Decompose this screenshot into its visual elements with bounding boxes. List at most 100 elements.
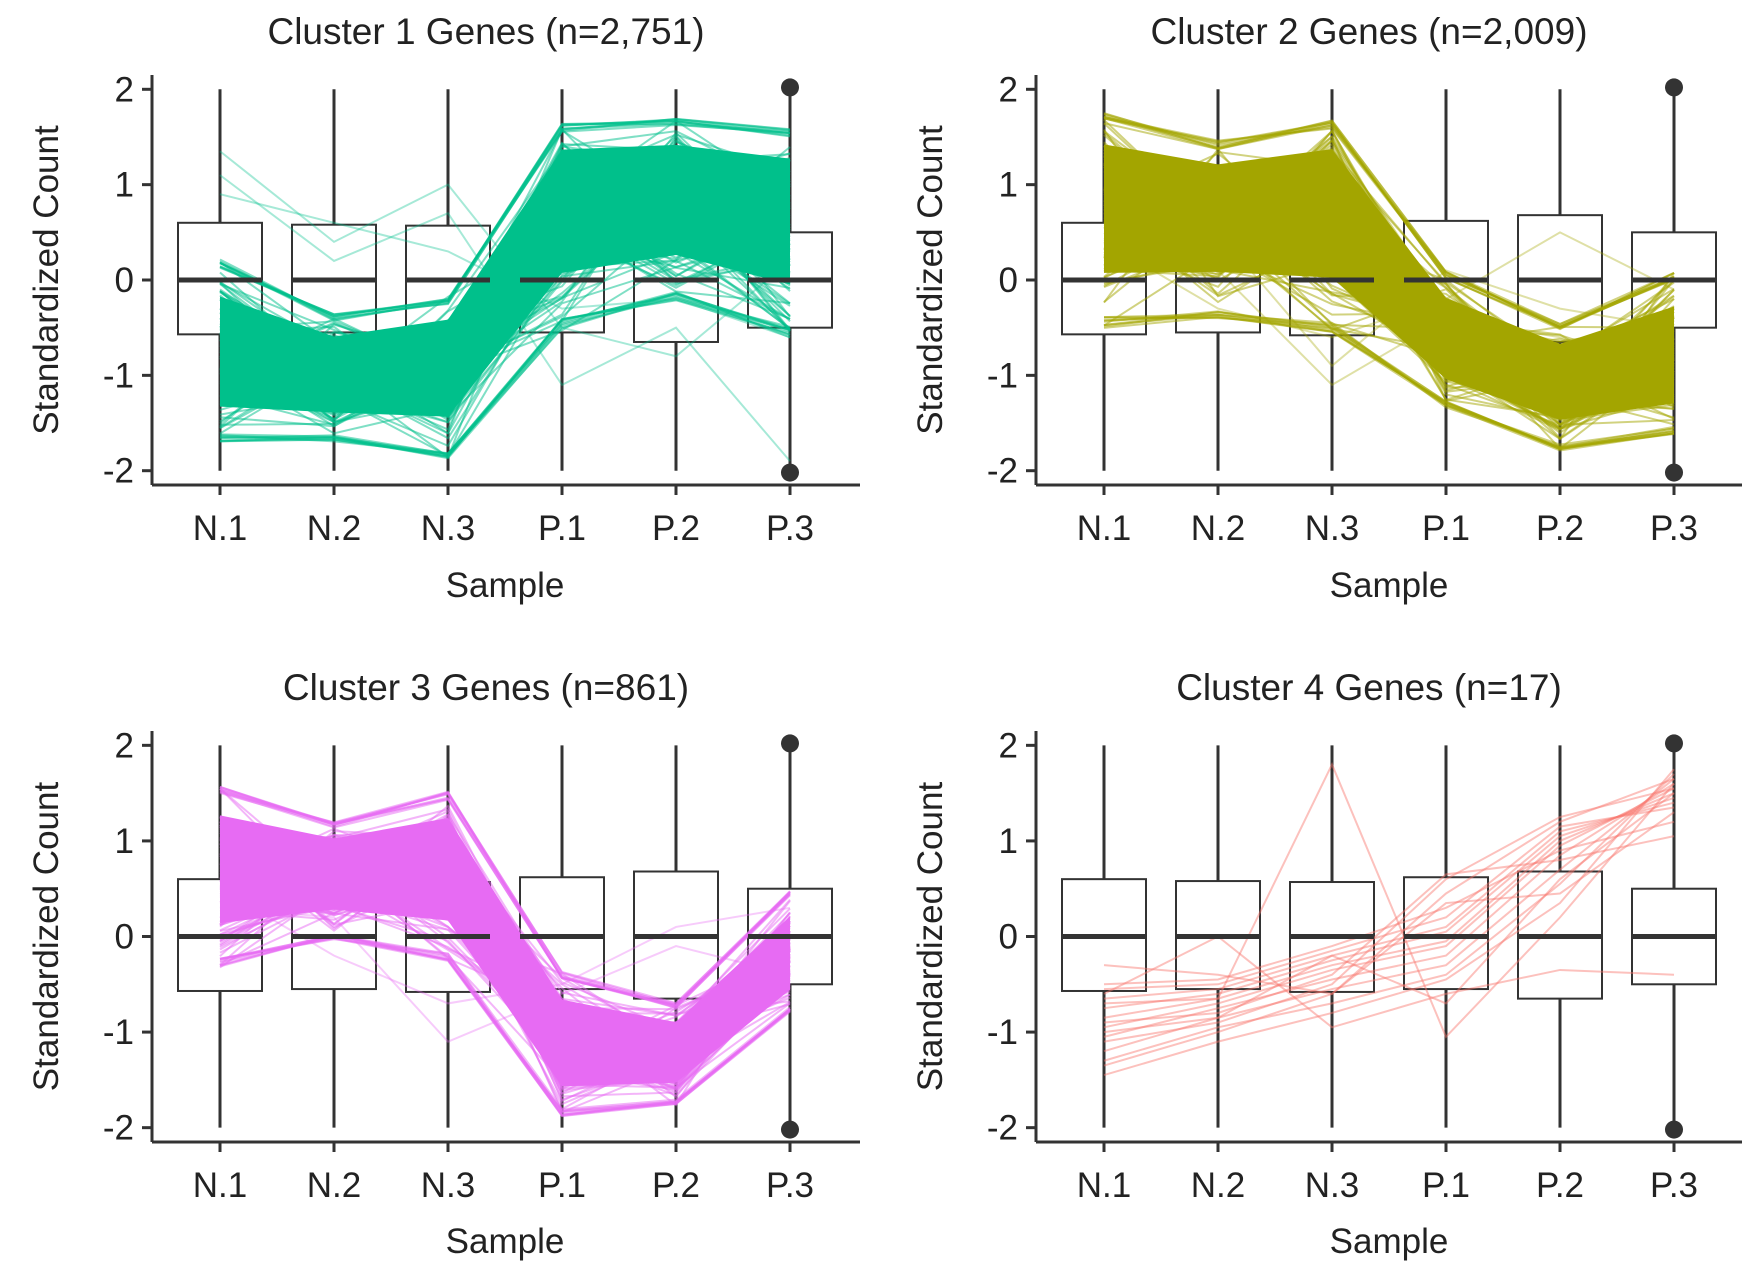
- outlier-point: [1665, 734, 1683, 753]
- y-tick-label: -1: [987, 1013, 1018, 1052]
- x-tick-label: P.3: [766, 509, 814, 548]
- gene-line: [1103, 773, 1675, 1062]
- x-axis-title: Sample: [446, 566, 565, 605]
- gene-line: [1103, 796, 1675, 1010]
- y-tick-label: 1: [115, 822, 134, 861]
- x-tick-label: N.1: [193, 509, 247, 548]
- box-P.1: [1403, 876, 1489, 991]
- gene-line: [1103, 801, 1675, 1000]
- gene-line: [1103, 792, 1675, 1034]
- y-tick-label: 2: [115, 70, 134, 109]
- y-tick-label: 0: [115, 261, 134, 300]
- gene-line: [219, 788, 791, 1009]
- y-tick-label: -1: [987, 356, 1018, 395]
- gene-line: [219, 117, 791, 319]
- y-tick-label: 2: [115, 726, 134, 765]
- outlier-point: [781, 463, 799, 482]
- gene-line: [1103, 315, 1675, 449]
- gene-line: [219, 934, 791, 1116]
- y-tick-label: 1: [115, 166, 134, 205]
- gene-line: [1103, 768, 1675, 1077]
- gene-line: [219, 119, 791, 321]
- dense-line-core: [220, 144, 790, 417]
- x-tick-label: P.1: [1422, 509, 1470, 548]
- outlier-point: [1665, 1120, 1683, 1139]
- x-tick-label: P.1: [538, 1166, 586, 1205]
- x-tick-label: N.1: [1077, 509, 1131, 548]
- gene-line: [1103, 777, 1675, 1067]
- x-tick-label: N.3: [421, 1166, 475, 1205]
- gene-line: [219, 290, 791, 456]
- gene-line: [1103, 782, 1675, 1038]
- y-tick-label: 2: [999, 70, 1018, 109]
- panel-title: Cluster 4 Genes (n=17): [1176, 667, 1562, 708]
- y-tick-label: -2: [103, 452, 134, 491]
- x-tick-label: P.2: [652, 509, 700, 548]
- y-axis-title: Standardized Count: [911, 782, 950, 1092]
- x-tick-label: N.2: [307, 1166, 361, 1205]
- y-tick-label: 1: [999, 822, 1018, 861]
- y-tick-label: -1: [103, 1013, 134, 1052]
- y-tick-label: 2: [999, 726, 1018, 765]
- outlier-point: [1665, 463, 1683, 482]
- profile-lines: [1103, 762, 1675, 1077]
- x-tick-label: N.1: [193, 1166, 247, 1205]
- x-tick-label: N.3: [1305, 1166, 1359, 1205]
- x-axis-title: Sample: [1330, 566, 1449, 605]
- panel-4: Cluster 4 Genes (n=17) -2 -1 0 1 2 N.1 N.2 N.3 P.…: [911, 667, 1742, 1261]
- gene-line: [1103, 811, 1675, 995]
- panel-2: Cluster 2 Genes (n=2,009) -2 -1 0 1 2 N.1 N.2 N.…: [911, 11, 1742, 605]
- panel-1: Cluster 1 Genes (n=2,751) -2 -1 0 1 2 N.1 N.2 N.…: [27, 11, 860, 605]
- x-tick-label: P.2: [1536, 1166, 1584, 1205]
- gene-line: [1103, 315, 1675, 446]
- gene-line: [1103, 313, 1675, 451]
- dense-line-core: [220, 815, 790, 1087]
- gene-line: [1103, 820, 1675, 986]
- x-tick-label: P.1: [538, 509, 586, 548]
- x-tick-label: N.2: [1191, 509, 1245, 548]
- gene-line: [1103, 787, 1675, 1029]
- x-tick-label: P.3: [1650, 509, 1698, 548]
- y-tick-label: -2: [987, 1109, 1018, 1148]
- panel-title: Cluster 3 Genes (n=861): [283, 667, 689, 708]
- profile-lines: [219, 785, 791, 1118]
- dense-line-core: [1104, 144, 1674, 420]
- x-axis-title: Sample: [1330, 1222, 1449, 1261]
- x-tick-label: P.3: [766, 1166, 814, 1205]
- gene-line: [1103, 935, 1675, 1029]
- x-tick-label: N.1: [1077, 1166, 1131, 1205]
- outlier-point: [781, 78, 799, 97]
- x-tick-label: P.3: [1650, 1166, 1698, 1205]
- gene-line: [1103, 835, 1675, 1024]
- x-tick-label: N.2: [307, 509, 361, 548]
- gene-line: [1103, 762, 1675, 1039]
- y-axis-title: Standardized Count: [27, 782, 66, 1092]
- gene-line: [1103, 113, 1675, 331]
- outlier-point: [781, 1120, 799, 1139]
- y-axis-title: Standardized Count: [911, 125, 950, 435]
- y-tick-label: 0: [999, 261, 1018, 300]
- profile-lines: [219, 117, 791, 462]
- gene-line: [1103, 787, 1675, 1043]
- x-tick-label: N.2: [1191, 1166, 1245, 1205]
- gene-line: [1103, 792, 1675, 1019]
- y-tick-label: 0: [999, 918, 1018, 957]
- y-axis-title: Standardized Count: [27, 125, 66, 435]
- gene-line: [219, 299, 791, 455]
- outlier-point: [1665, 78, 1683, 97]
- y-tick-label: -2: [987, 452, 1018, 491]
- x-tick-label: N.3: [421, 509, 475, 548]
- panel-title: Cluster 1 Genes (n=2,751): [267, 11, 704, 52]
- y-tick-label: -2: [103, 1109, 134, 1148]
- gene-line: [1103, 778, 1675, 1053]
- y-tick-label: 1: [999, 166, 1018, 205]
- panel-title: Cluster 2 Genes (n=2,009): [1150, 11, 1587, 52]
- y-tick-label: 0: [115, 918, 134, 957]
- x-tick-label: N.3: [1305, 509, 1359, 548]
- panel-3: Cluster 3 Genes (n=861) -2 -1 0 1 2 N.1 N.2 N.3 P…: [27, 667, 860, 1261]
- x-tick-label: P.2: [652, 1166, 700, 1205]
- x-axis-title: Sample: [446, 1222, 565, 1261]
- y-tick-label: -1: [103, 356, 134, 395]
- gene-line: [1103, 806, 1675, 991]
